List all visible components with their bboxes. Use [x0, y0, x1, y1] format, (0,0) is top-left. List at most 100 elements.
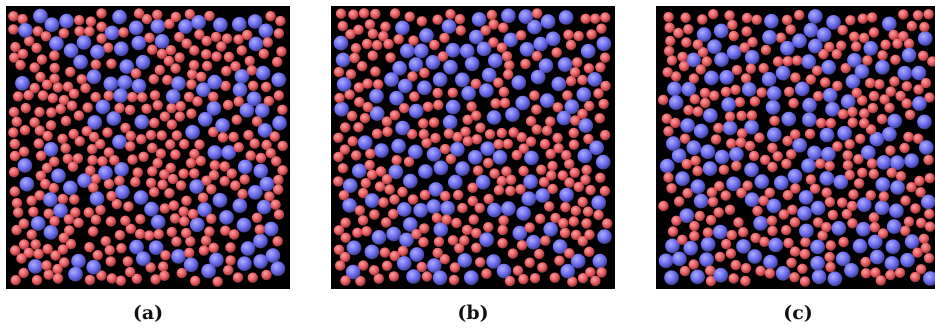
red-particle: [820, 77, 831, 88]
blue-particle: [900, 252, 915, 268]
red-particle: [794, 9, 805, 21]
red-particle: [915, 217, 927, 229]
red-particle: [918, 50, 929, 61]
blue-particle: [131, 35, 147, 51]
red-particle: [713, 122, 724, 134]
blue-particle: [854, 64, 870, 79]
red-particle: [498, 215, 509, 226]
blue-particle: [519, 42, 535, 57]
red-particle: [429, 39, 440, 51]
red-particle: [565, 75, 577, 87]
red-particle: [475, 122, 486, 133]
blue-particle: [863, 41, 879, 56]
blue-particle: [135, 54, 151, 70]
red-particle: [451, 217, 462, 229]
red-particle: [739, 42, 750, 53]
blue-particle: [364, 193, 380, 208]
blue-particle: [428, 182, 444, 197]
blue-particle: [768, 237, 783, 253]
blue-particle: [722, 120, 738, 136]
blue-particle: [787, 168, 803, 184]
red-particle: [159, 111, 171, 122]
red-particle: [927, 56, 935, 67]
red-particle: [483, 157, 494, 169]
red-particle: [17, 13, 28, 25]
red-particle: [345, 69, 357, 80]
red-particle: [80, 83, 91, 94]
blue-particle: [577, 148, 593, 164]
red-particle: [52, 82, 64, 93]
blue-particle: [253, 254, 268, 269]
red-particle: [471, 110, 482, 121]
red-particle: [714, 251, 726, 263]
blue-particle: [744, 50, 760, 65]
red-particle: [584, 100, 595, 112]
blue-particle: [343, 178, 358, 193]
red-particle: [474, 202, 485, 214]
red-particle: [204, 10, 215, 22]
red-particle: [455, 25, 466, 36]
blue-particle: [63, 180, 78, 196]
red-particle: [799, 248, 811, 260]
red-particle: [912, 10, 924, 21]
red-particle: [775, 32, 787, 43]
red-particle: [67, 161, 79, 172]
red-particle: [30, 239, 41, 250]
red-particle: [432, 247, 443, 259]
red-particle: [134, 228, 146, 240]
blue-particle: [744, 162, 759, 178]
red-particle: [663, 11, 674, 23]
red-particle: [10, 245, 21, 256]
red-particle: [664, 22, 675, 33]
red-particle: [87, 155, 98, 166]
blue-particle: [106, 111, 122, 126]
red-particle: [45, 120, 57, 131]
red-particle: [370, 66, 381, 77]
red-particle: [403, 156, 415, 167]
red-particle: [439, 254, 450, 265]
blue-particle: [395, 20, 410, 36]
red-particle: [40, 31, 52, 42]
red-particle: [724, 10, 735, 21]
red-particle: [674, 196, 685, 207]
red-particle: [508, 127, 519, 138]
blue-particle: [253, 163, 269, 179]
red-particle: [57, 193, 69, 205]
blue-particle: [369, 88, 384, 104]
red-particle: [497, 238, 508, 249]
red-particle: [273, 174, 284, 186]
red-particle: [95, 204, 106, 216]
red-particle: [913, 84, 924, 95]
red-particle: [58, 28, 70, 39]
red-particle: [10, 41, 21, 53]
red-particle: [910, 271, 921, 283]
red-particle: [593, 88, 604, 99]
red-particle: [772, 151, 783, 162]
red-particle: [171, 236, 182, 247]
red-particle: [404, 11, 415, 22]
blue-particle: [665, 238, 680, 254]
red-particle: [84, 242, 95, 253]
blue-particle: [744, 192, 760, 207]
red-particle: [408, 35, 419, 46]
red-particle: [583, 133, 594, 145]
red-particle: [496, 127, 507, 139]
red-particle: [569, 67, 581, 78]
red-particle: [206, 184, 217, 195]
red-particle: [767, 225, 778, 237]
red-particle: [186, 79, 197, 90]
blue-particle: [221, 145, 236, 160]
red-particle: [41, 79, 53, 90]
caption-c: (c): [783, 302, 813, 324]
red-particle: [157, 179, 168, 190]
blue-particle: [414, 43, 429, 59]
red-particle: [35, 170, 46, 181]
red-particle: [34, 106, 45, 118]
blue-particle: [248, 185, 263, 200]
red-particle: [781, 225, 792, 236]
blue-particle: [403, 173, 418, 189]
caption-a: (a): [132, 302, 164, 324]
red-particle: [598, 98, 609, 110]
blue-particle: [408, 103, 424, 119]
blue-particle: [257, 123, 273, 138]
